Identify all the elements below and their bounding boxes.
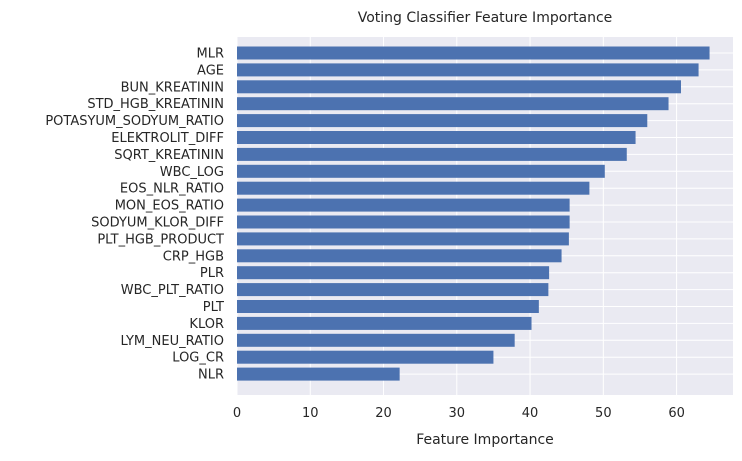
bar-klor <box>237 316 532 330</box>
x-tick-label: 30 <box>449 406 466 421</box>
bar-wbc-plt-ratio <box>237 283 549 297</box>
y-tick-label: AGE <box>197 63 224 78</box>
y-tick-label: PLT_HGB_PRODUCT <box>97 232 224 247</box>
x-tick-label: 0 <box>233 406 241 421</box>
y-tick-label: MLR <box>197 47 225 62</box>
bar-mlr <box>237 46 710 60</box>
y-tick-label: WBC_LOG <box>160 165 224 180</box>
bar-crp-hgb <box>237 249 562 263</box>
y-tick-label: MON_EOS_RATIO <box>115 199 224 214</box>
y-tick-label: WBC_PLT_RATIO <box>121 283 224 298</box>
bar-bun-kreatinin <box>237 80 681 94</box>
y-tick-label: LYM_NEU_RATIO <box>120 334 224 349</box>
chart-title: Voting Classifier Feature Importance <box>358 10 613 26</box>
x-tick-label: 60 <box>668 406 685 421</box>
bar-plr <box>237 266 550 280</box>
y-tick-label: BUN_KREATININ <box>121 80 224 95</box>
y-tick-label: LOG_CR <box>172 351 224 366</box>
bar-nlr <box>237 367 400 381</box>
x-tick-label: 20 <box>375 406 392 421</box>
y-tick-label: EOS_NLR_RATIO <box>120 182 224 197</box>
y-tick-label: SODYUM_KLOR_DIFF <box>91 216 224 231</box>
bar-plt-hgb-product <box>237 232 569 246</box>
y-tick-label: POTASYUM_SODYUM_RATIO <box>45 114 224 129</box>
x-tick-label: 40 <box>522 406 539 421</box>
bar-age <box>237 63 699 77</box>
bar-sqrt-kreatinin <box>237 147 627 161</box>
bar-eos-nlr-ratio <box>237 181 590 195</box>
x-axis-label: Feature Importance <box>416 432 554 448</box>
y-tick-label: ELEKTROLIT_DIFF <box>111 131 224 146</box>
bar-sodyum-klor-diff <box>237 215 570 229</box>
y-tick-label: KLOR <box>189 317 224 332</box>
bar-potasyum-sodyum-ratio <box>237 114 648 128</box>
y-tick-label: NLR <box>198 368 224 383</box>
y-tick-label: CRP_HGB <box>163 249 224 264</box>
y-tick-label: STD_HGB_KREATININ <box>87 97 224 112</box>
y-tick-label: PLT <box>203 300 224 315</box>
bar-plt <box>237 300 539 313</box>
x-tick-layer: 0 10 20 30 40 50 60 <box>233 406 685 421</box>
bar-lym-neu-ratio <box>237 333 515 347</box>
bar-layer <box>237 46 710 381</box>
y-tick-label: SQRT_KREATININ <box>114 148 224 163</box>
bar-log-cr <box>237 350 494 364</box>
bar-mon-eos-ratio <box>237 198 570 212</box>
x-tick-label: 50 <box>595 406 612 421</box>
y-tick-label: PLR <box>200 266 224 281</box>
bar-std-hgb-kreatinin <box>237 97 669 111</box>
x-tick-label: 10 <box>302 406 319 421</box>
bar-elektrolit-diff <box>237 131 636 144</box>
bar-wbc-log <box>237 164 605 178</box>
